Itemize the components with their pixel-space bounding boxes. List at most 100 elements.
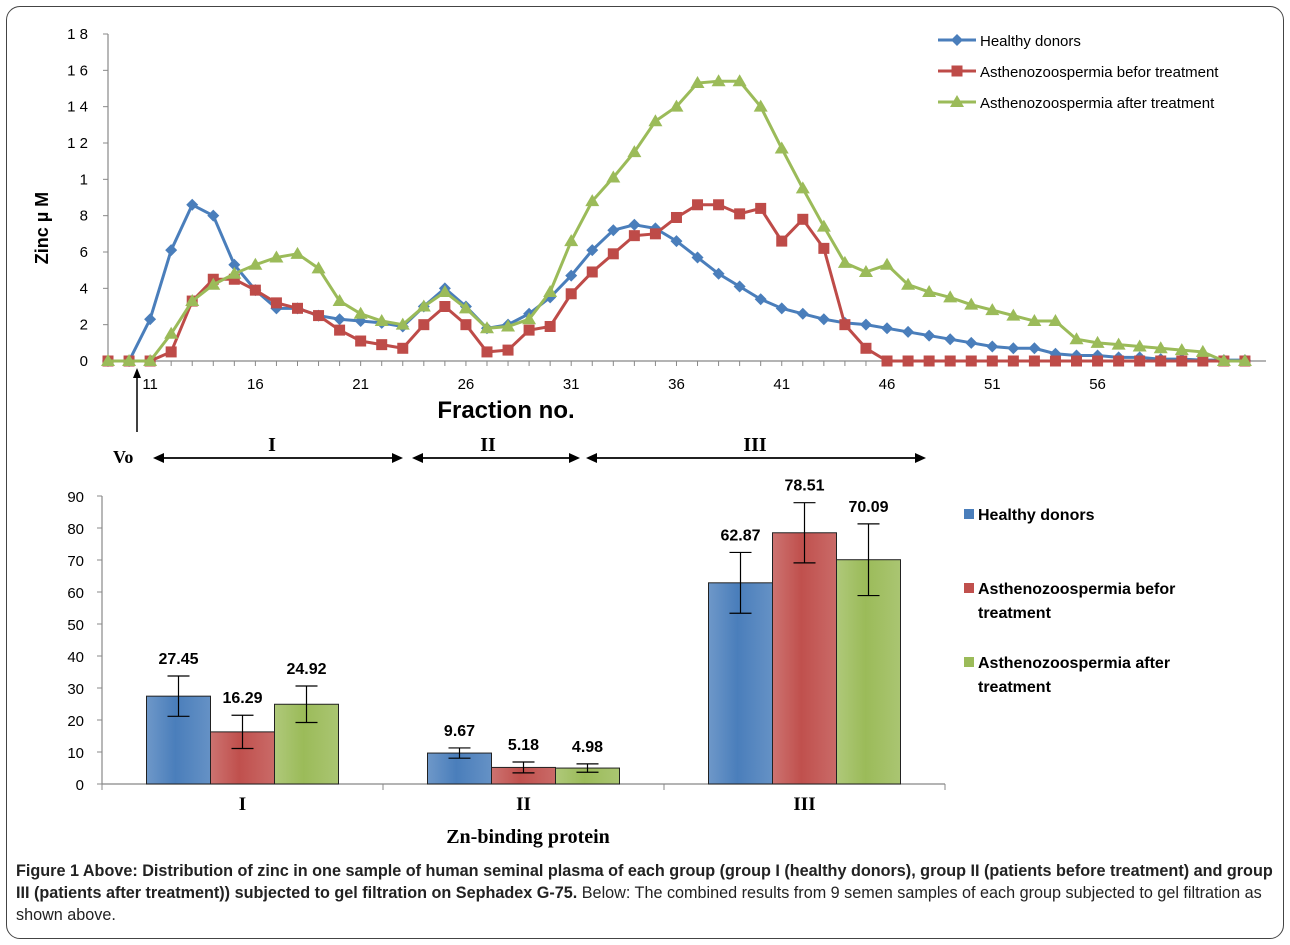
legend-swatch bbox=[964, 509, 974, 519]
legend-entry-2: Asthenozoospermia befor treatment bbox=[938, 64, 1219, 81]
point-triangle bbox=[1153, 341, 1168, 354]
point-diamond bbox=[902, 325, 915, 338]
region-label-1: I bbox=[268, 434, 276, 456]
y-tick-label: 50 bbox=[67, 617, 84, 634]
point-triangle bbox=[395, 317, 410, 330]
x-tick-label: I bbox=[239, 794, 246, 815]
point-triangle bbox=[122, 354, 137, 366]
line-chart-axes bbox=[107, 34, 1266, 362]
bar-III-1: 62.87 bbox=[708, 527, 773, 785]
data-label: 62.87 bbox=[720, 527, 760, 544]
point-diamond bbox=[207, 209, 220, 222]
point-triangle bbox=[143, 354, 158, 366]
legend-label: Asthenozoospermia after bbox=[978, 655, 1170, 672]
point-diamond bbox=[228, 258, 241, 271]
point-triangle bbox=[206, 277, 221, 290]
legend-entry-1: Healthy donors bbox=[938, 33, 1081, 50]
region-arrow-head bbox=[569, 453, 580, 463]
data-label: 16.29 bbox=[222, 690, 262, 707]
series-1 bbox=[102, 198, 1251, 367]
point-square bbox=[523, 324, 535, 336]
point-square bbox=[944, 355, 956, 367]
data-label: 27.45 bbox=[158, 651, 198, 668]
point-square bbox=[755, 202, 767, 214]
data-label: 24.92 bbox=[286, 661, 326, 678]
point-diamond bbox=[165, 244, 178, 257]
bar-legend-entry-3: Asthenozoospermia after treatment bbox=[964, 655, 1170, 696]
legend-label: Healthy donors bbox=[978, 507, 1095, 524]
point-triangle bbox=[437, 284, 452, 297]
region-label-3: III bbox=[743, 434, 767, 456]
point-triangle bbox=[101, 354, 115, 366]
figure-caption: Figure 1 Above: Distribution of zinc in … bbox=[16, 860, 1278, 926]
point-triangle bbox=[943, 290, 958, 303]
point-triangle bbox=[185, 294, 200, 307]
point-triangle bbox=[1216, 354, 1231, 366]
point-square bbox=[607, 248, 619, 260]
x-tick-label: III bbox=[793, 794, 815, 815]
point-square bbox=[776, 235, 788, 247]
point-square bbox=[670, 211, 682, 223]
point-triangle bbox=[416, 299, 431, 312]
x-tick-label: 56 bbox=[1089, 376, 1106, 393]
point-triangle bbox=[248, 257, 263, 270]
point-square bbox=[734, 208, 746, 220]
point-square bbox=[439, 301, 451, 312]
point-triangle bbox=[985, 303, 1000, 316]
y-tick-label: 70 bbox=[67, 553, 84, 570]
legend-label: Asthenozoospermia befor treatment bbox=[980, 64, 1219, 81]
point-diamond bbox=[565, 269, 578, 282]
region-arrow-2 bbox=[412, 453, 580, 463]
figure-frame bbox=[6, 6, 1284, 939]
region-label-2: II bbox=[480, 434, 496, 456]
legend-label: Healthy donors bbox=[980, 33, 1081, 50]
point-square bbox=[228, 273, 240, 285]
point-square bbox=[902, 355, 914, 367]
x-tick-label: 26 bbox=[458, 376, 475, 393]
legend-swatch bbox=[964, 583, 974, 593]
point-square bbox=[291, 302, 303, 314]
point-diamond bbox=[859, 318, 872, 331]
point-square bbox=[249, 284, 261, 296]
point-triangle bbox=[753, 99, 768, 112]
point-triangle bbox=[711, 74, 726, 87]
legend-swatch bbox=[964, 657, 974, 667]
point-triangle bbox=[816, 219, 831, 232]
point-triangle bbox=[901, 277, 916, 290]
y-tick-label: 1 2 bbox=[67, 135, 88, 152]
point-triangle bbox=[950, 95, 964, 107]
point-square bbox=[951, 65, 963, 77]
y-tick-label: 6 bbox=[80, 244, 88, 261]
point-diamond bbox=[986, 340, 999, 353]
point-triangle bbox=[522, 312, 537, 325]
x-tick-label: 41 bbox=[773, 376, 790, 393]
point-square bbox=[313, 310, 325, 322]
point-diamond bbox=[691, 251, 704, 264]
data-label: 4.98 bbox=[572, 739, 603, 756]
line-chart-xlabel: Fraction no. bbox=[437, 397, 574, 424]
point-diamond bbox=[586, 244, 599, 257]
y-tick-label: 60 bbox=[67, 585, 84, 602]
point-triangle bbox=[458, 301, 473, 314]
point-diamond bbox=[754, 293, 767, 306]
data-label: 78.51 bbox=[784, 478, 824, 495]
point-square bbox=[649, 228, 661, 240]
bar-chart-legend: Healthy donors Asthenozoospermia befor tre… bbox=[964, 507, 1175, 696]
point-triangle bbox=[922, 284, 937, 297]
y-tick-label: 20 bbox=[67, 713, 84, 730]
point-square bbox=[397, 342, 409, 354]
point-triangle bbox=[1027, 314, 1042, 327]
point-square bbox=[1176, 355, 1188, 367]
point-triangle bbox=[1090, 335, 1105, 348]
point-square bbox=[923, 355, 935, 367]
bar-chart-bars: 27.45 16.29 24.92 9.67 5.18 4.98 62.87 78.51 70.… bbox=[146, 478, 901, 785]
point-square bbox=[1092, 355, 1104, 367]
point-diamond bbox=[923, 329, 936, 342]
point-diamond bbox=[186, 198, 199, 211]
bar-II-2: 5.18 bbox=[491, 737, 556, 785]
point-diamond bbox=[817, 313, 830, 326]
point-triangle bbox=[374, 314, 389, 327]
point-triangle bbox=[585, 194, 600, 207]
